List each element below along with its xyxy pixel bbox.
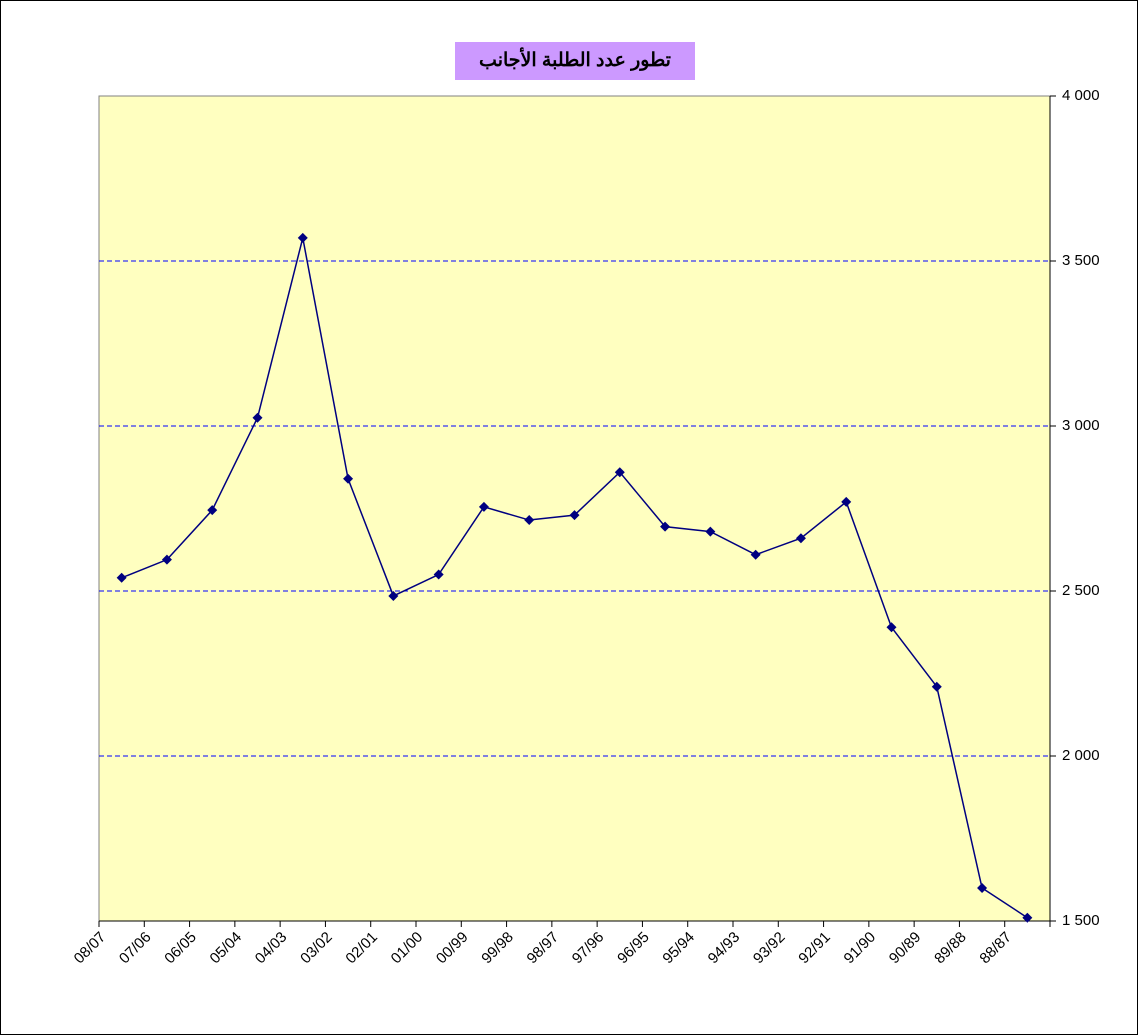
title-box: [455, 42, 695, 80]
data-point: [1022, 912, 1033, 923]
y-tick-label: 3 000: [1062, 417, 1100, 434]
data-point: [207, 505, 218, 516]
plot-area: [98, 95, 1051, 922]
data-point: [841, 496, 852, 507]
data-point: [388, 590, 399, 601]
data-point: [433, 569, 444, 580]
data-point: [795, 533, 806, 544]
data-point: [614, 467, 625, 478]
data-point: [750, 549, 761, 560]
data-point: [252, 412, 263, 423]
y-tick-label: 3 500: [1062, 252, 1100, 269]
data-point: [569, 510, 580, 521]
data-point: [297, 232, 308, 243]
data-point: [931, 681, 942, 692]
y-tick-label: 4 000: [1062, 87, 1100, 104]
data-point: [977, 883, 988, 893]
chart-title: تطور عدد الطلبة الأجانب: [479, 47, 671, 71]
y-tick-label: 1 500: [1062, 912, 1100, 929]
data-point: [116, 572, 127, 583]
data-point: [524, 515, 535, 526]
data-point: [343, 473, 354, 484]
y-tick-label: 2 500: [1062, 582, 1100, 599]
y-tick-label: 2 000: [1062, 747, 1100, 764]
data-point: [886, 622, 897, 633]
data-point: [478, 501, 489, 512]
data-point: [660, 521, 671, 532]
data-point: [705, 526, 716, 537]
data-point: [161, 554, 172, 565]
